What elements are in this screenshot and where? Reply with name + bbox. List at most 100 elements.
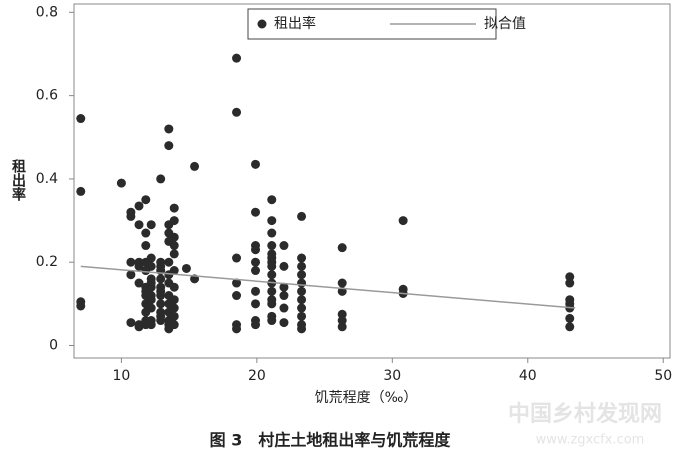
data-point: [297, 211, 307, 221]
data-point: [279, 303, 289, 313]
data-point: [134, 220, 144, 230]
y-tick-label: 0.4: [36, 171, 58, 187]
data-point: [565, 272, 575, 282]
data-point: [156, 274, 166, 284]
data-point: [126, 257, 136, 267]
data-point: [146, 261, 156, 271]
data-point: [279, 282, 289, 292]
data-point: [181, 263, 191, 273]
data-point: [297, 253, 307, 263]
data-point: [267, 270, 277, 280]
data-point: [279, 318, 289, 328]
data-point: [267, 195, 277, 205]
data-point: [134, 322, 144, 332]
data-point: [232, 291, 242, 301]
data-point: [565, 313, 575, 323]
data-point: [134, 201, 144, 211]
data-point: [156, 291, 166, 301]
data-point: [251, 245, 261, 255]
data-point: [146, 295, 156, 305]
watermark: 中国乡村发现网: [508, 401, 662, 427]
x-tick-label: 50: [654, 368, 672, 384]
data-point: [164, 141, 174, 151]
data-point: [156, 299, 166, 309]
data-point: [297, 286, 307, 296]
fit-line: [80, 265, 576, 309]
y-tick-label: 0: [49, 338, 58, 354]
data-point: [164, 124, 174, 134]
data-point: [156, 316, 166, 326]
data-point: [169, 216, 179, 226]
data-point: [251, 207, 261, 217]
data-point: [190, 161, 200, 171]
data-point: [141, 241, 151, 251]
data-point: [169, 203, 179, 213]
data-point: [76, 114, 86, 124]
data-point: [251, 320, 261, 330]
data-point: [279, 261, 289, 271]
y-tick-label: 0.8: [36, 4, 58, 20]
legend-label: 拟合值: [484, 16, 526, 32]
data-point: [251, 299, 261, 309]
data-point: [267, 261, 277, 271]
data-point: [232, 53, 242, 63]
data-point: [337, 278, 347, 288]
data-point: [251, 266, 261, 276]
data-point: [267, 316, 277, 326]
data-point: [297, 295, 307, 305]
y-axis-label-text: 租出率: [10, 158, 26, 202]
y-tick-label: 0.2: [36, 254, 58, 270]
data-point: [297, 261, 307, 271]
data-point: [337, 316, 347, 326]
data-point: [156, 174, 166, 184]
data-point: [297, 324, 307, 334]
data-point: [297, 270, 307, 280]
data-point: [232, 278, 242, 288]
data-point: [398, 216, 408, 226]
data-point: [232, 253, 242, 263]
data-point: [134, 261, 144, 271]
caption: 图 3 村庄土地租出率与饥荒程度: [210, 431, 452, 450]
data-point: [267, 216, 277, 226]
data-point: [297, 278, 307, 288]
data-point: [146, 220, 156, 230]
data-point: [267, 228, 277, 238]
plot-frame: [73, 3, 671, 359]
data-point: [297, 303, 307, 313]
data-point: [146, 303, 156, 313]
data-point: [337, 322, 347, 332]
data-point: [169, 295, 179, 305]
x-axis-label: 饥荒程度（‰）: [315, 390, 418, 406]
data-point: [116, 178, 126, 188]
data-point: [337, 243, 347, 253]
legend-swatch: [257, 19, 267, 29]
data-point: [126, 270, 136, 280]
data-point: [146, 282, 156, 292]
data-point: [565, 322, 575, 332]
data-point: [169, 249, 179, 259]
data-point: [267, 241, 277, 251]
data-point: [251, 286, 261, 296]
data-point: [141, 228, 151, 238]
data-point: [169, 282, 179, 292]
data-point: [134, 278, 144, 288]
y-tick-label: 0.6: [36, 88, 58, 104]
data-point: [126, 318, 136, 328]
data-point: [232, 324, 242, 334]
data-point: [279, 291, 289, 301]
watermark-url: www.zgxcfx.com: [536, 433, 645, 448]
data-point: [146, 253, 156, 263]
data-point: [146, 320, 156, 330]
data-point: [251, 159, 261, 169]
data-point: [565, 278, 575, 288]
data-point: [141, 195, 151, 205]
data-point: [251, 257, 261, 267]
legend-label: 租出率: [274, 15, 316, 32]
data-point: [169, 303, 179, 313]
x-tick-label: 10: [112, 368, 130, 384]
data-point: [169, 241, 179, 251]
data-point: [267, 299, 277, 309]
data-point: [169, 311, 179, 321]
data-point: [164, 257, 174, 267]
